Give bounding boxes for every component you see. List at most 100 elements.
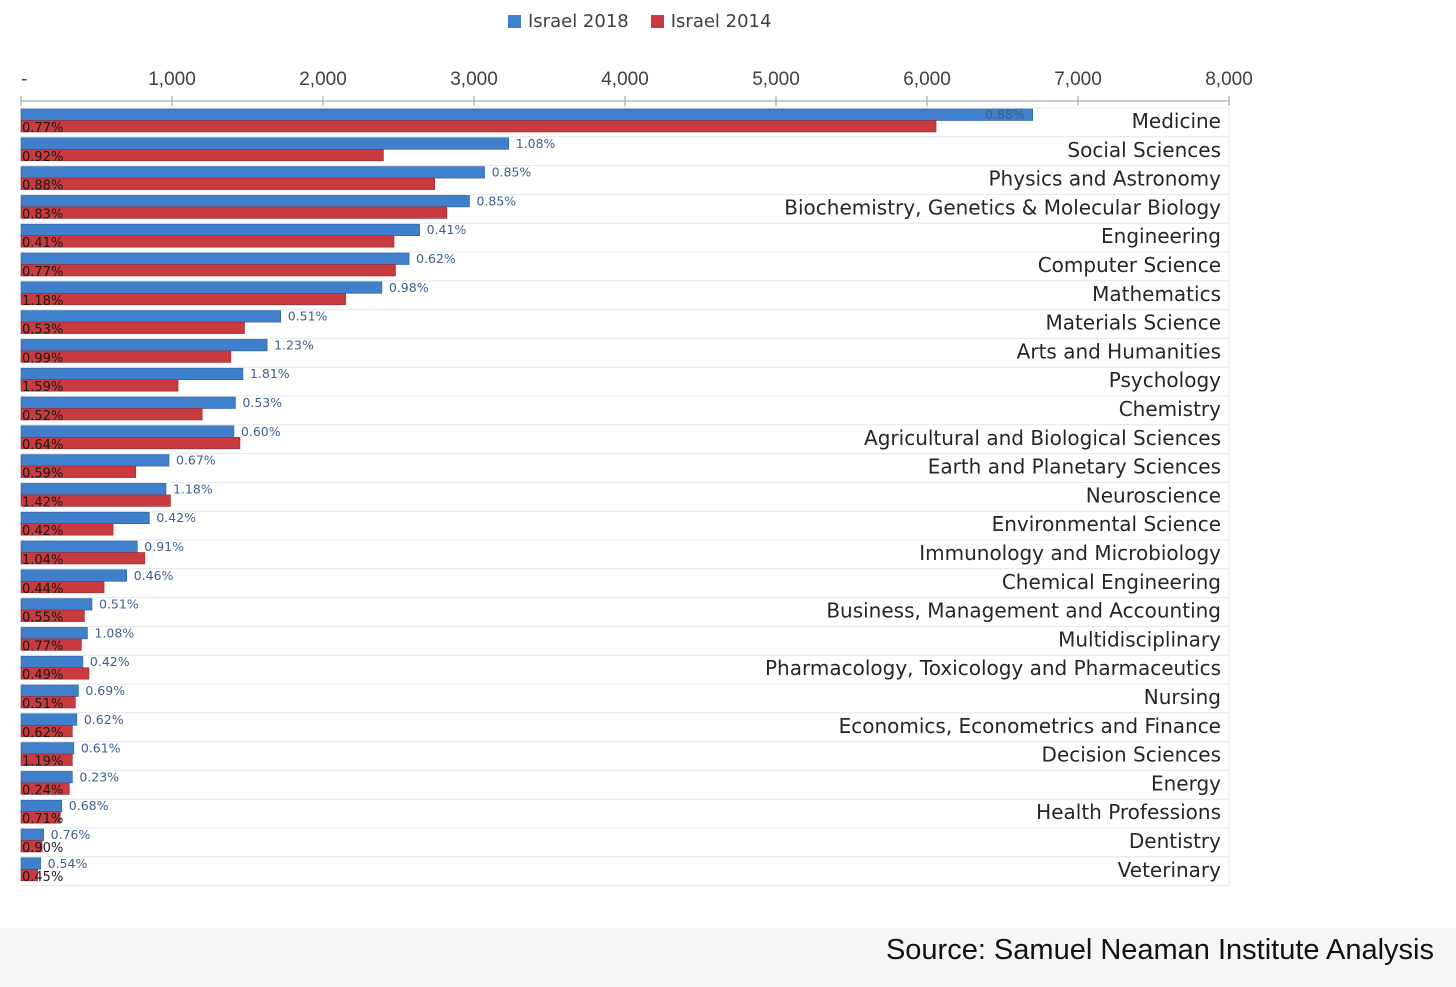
x-tick-label: 7,000 xyxy=(1054,69,1102,90)
category-label-multidisciplinary: Multidisciplinary xyxy=(1058,627,1221,651)
category-label-health-professions: Health Professions xyxy=(1036,800,1221,824)
category-label-economics-econometrics-and-finance: Economics, Econometrics and Finance xyxy=(839,714,1221,738)
category-label-chemistry: Chemistry xyxy=(1119,397,1221,421)
x-tick-label: 6,000 xyxy=(903,69,951,90)
legend-item-2014: Israel 2014 xyxy=(650,11,772,32)
category-label-veterinary: Veterinary xyxy=(1118,858,1222,882)
data-label-2014-energy: 0.24% xyxy=(22,783,63,798)
bar-2014-physics-and-astronomy xyxy=(20,177,436,190)
bar-2018-immunology-and-microbiology xyxy=(20,540,138,553)
data-label-2018-decision-sciences: 0.61% xyxy=(81,741,121,756)
legend-label-2018: Israel 2018 xyxy=(528,11,629,32)
bar-2014-environmental-science xyxy=(20,523,114,536)
bar-2018-earth-and-planetary-sciences xyxy=(20,454,170,467)
data-label-2014-multidisciplinary: 0.77% xyxy=(22,639,63,654)
category-label-arts-and-humanities: Arts and Humanities xyxy=(1017,339,1221,363)
bar-2018-veterinary xyxy=(20,857,41,870)
data-label-2014-chemical-engineering: 0.44% xyxy=(22,582,63,597)
bar-2018-medicine xyxy=(20,108,1034,121)
category-label-physics-and-astronomy: Physics and Astronomy xyxy=(989,167,1222,191)
data-label-2014-veterinary: 0.45% xyxy=(22,870,63,885)
bar-2018-health-professions xyxy=(20,799,63,813)
category-label-decision-sciences: Decision Sciences xyxy=(1042,743,1221,767)
bar-2014-arts-and-humanities xyxy=(20,350,232,363)
data-label-2014-decision-sciences: 1.19% xyxy=(22,755,63,770)
x-tick-label: 2,000 xyxy=(299,69,347,90)
category-label-materials-science: Materials Science xyxy=(1045,311,1221,335)
data-label-2014-psychology: 1.59% xyxy=(22,380,63,395)
x-tick-label: 4,000 xyxy=(601,69,649,90)
bar-2014-business-management-and-accounting xyxy=(20,609,85,622)
bar-2014-neuroscience xyxy=(20,494,171,507)
bar-2018-business-management-and-accounting xyxy=(20,598,93,611)
bar-2018-decision-sciences xyxy=(20,742,75,755)
bar-2018-environmental-science xyxy=(20,511,150,525)
bar-2014-medicine xyxy=(20,120,937,133)
data-label-2014-health-professions: 0.71% xyxy=(22,812,63,827)
bar-2014-pharmacology-toxicology-and-pharmaceutics xyxy=(20,667,90,680)
bar-2018-computer-science xyxy=(20,252,410,265)
category-label-engineering: Engineering xyxy=(1101,224,1221,248)
category-label-social-sciences: Social Sciences xyxy=(1067,138,1221,162)
category-label-neuroscience: Neuroscience xyxy=(1086,483,1221,507)
data-label-2018-medicine: 0.88% xyxy=(985,107,1025,122)
data-label-2014-nursing: 0.51% xyxy=(22,697,63,712)
bar-2014-economics-econometrics-and-finance xyxy=(20,724,73,738)
category-label-computer-science: Computer Science xyxy=(1038,253,1221,277)
data-label-2018-materials-science: 0.51% xyxy=(288,309,328,324)
data-label-2018-dentistry: 0.76% xyxy=(51,827,91,842)
x-tick-label: 3,000 xyxy=(450,69,498,90)
data-label-2014-agricultural-and-biological-sciences: 0.64% xyxy=(22,438,63,453)
bar-2018-multidisciplinary xyxy=(20,627,88,640)
x-tick-label: 1,000 xyxy=(148,69,196,90)
bar-2014-chemical-engineering xyxy=(20,580,105,594)
data-label-2018-earth-and-planetary-sciences: 0.67% xyxy=(176,453,216,468)
footer-band xyxy=(0,928,1456,987)
chart-legend: Israel 2018 Israel 2014 xyxy=(508,11,771,32)
category-label-chemical-engineering: Chemical Engineering xyxy=(1002,570,1221,594)
bar-2014-computer-science xyxy=(20,264,396,277)
data-label-2014-earth-and-planetary-sciences: 0.59% xyxy=(22,467,63,482)
bar-2014-energy xyxy=(20,782,70,795)
data-label-2014-business-management-and-accounting: 0.55% xyxy=(22,611,63,626)
bar-2014-health-professions xyxy=(20,811,61,824)
bar-2014-chemistry xyxy=(20,408,203,421)
bar-2018-social-sciences xyxy=(20,137,510,150)
bar-2018-dentistry xyxy=(20,828,44,841)
bar-2018-pharmacology-toxicology-and-pharmaceutics xyxy=(20,655,84,669)
data-label-2018-multidisciplinary: 1.08% xyxy=(94,625,134,640)
data-label-2014-dentistry: 0.90% xyxy=(22,841,63,856)
bar-2014-nursing xyxy=(20,696,76,709)
data-label-2018-immunology-and-microbiology: 0.91% xyxy=(144,539,184,554)
bar-2014-immunology-and-microbiology xyxy=(20,552,146,565)
bar-2018-mathematics xyxy=(20,281,383,294)
category-label-biochemistry-genetics-molecular-biology: Biochemistry, Genetics & Molecular Biolo… xyxy=(784,195,1221,219)
bar-chart: - 1,000 2,000 3,000 4,000 5,000 6,000 7,000 8,00… xyxy=(20,69,1253,887)
data-label-2018-environmental-science: 0.42% xyxy=(156,510,196,525)
data-label-2014-engineering: 0.41% xyxy=(22,236,63,251)
data-label-2014-computer-science: 0.77% xyxy=(22,265,63,280)
data-label-2014-social-sciences: 0.92% xyxy=(22,150,63,165)
category-label-energy: Energy xyxy=(1151,771,1221,795)
bar-2014-mathematics xyxy=(20,292,346,306)
data-label-2018-economics-econometrics-and-finance: 0.62% xyxy=(84,712,124,727)
data-label-2018-social-sciences: 1.08% xyxy=(516,136,556,151)
data-label-2018-arts-and-humanities: 1.23% xyxy=(274,337,314,352)
bar-2018-materials-science xyxy=(20,310,282,323)
data-label-2018-engineering: 0.41% xyxy=(427,222,467,237)
bar-2014-earth-and-planetary-sciences xyxy=(20,465,137,478)
bar-2018-neuroscience xyxy=(20,483,167,496)
category-label-agricultural-and-biological-sciences: Agricultural and Biological Sciences xyxy=(864,426,1221,450)
bar-2018-psychology xyxy=(20,367,244,381)
bar-2018-chemical-engineering xyxy=(20,569,127,582)
bar-2018-engineering xyxy=(20,223,420,236)
category-label-earth-and-planetary-sciences: Earth and Planetary Sciences xyxy=(928,455,1221,479)
category-label-medicine: Medicine xyxy=(1132,109,1221,133)
data-label-2018-computer-science: 0.62% xyxy=(416,251,456,266)
data-label-2018-biochemistry-genetics-molecular-biology: 0.85% xyxy=(476,193,516,208)
data-label-2014-pharmacology-toxicology-and-pharmaceutics: 0.49% xyxy=(22,668,63,683)
data-label-2018-neuroscience: 1.18% xyxy=(173,481,213,496)
data-label-2018-health-professions: 0.68% xyxy=(69,798,109,813)
legend-label-2014: Israel 2014 xyxy=(670,11,772,32)
category-label-environmental-science: Environmental Science xyxy=(992,512,1221,536)
